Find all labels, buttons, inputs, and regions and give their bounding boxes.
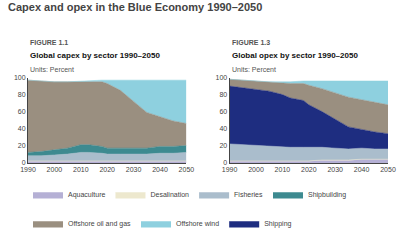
svg-text:80: 80: [18, 91, 26, 98]
svg-text:2030: 2030: [126, 166, 142, 173]
svg-text:2000: 2000: [248, 166, 264, 173]
svg-text:60: 60: [18, 108, 26, 115]
svg-text:2050: 2050: [380, 166, 396, 173]
svg-text:60: 60: [219, 108, 227, 115]
svg-text:2020: 2020: [301, 166, 317, 173]
svg-text:Desalination: Desalination: [150, 191, 189, 198]
svg-text:Shipping: Shipping: [264, 220, 291, 228]
svg-text:Units: Percent: Units: Percent: [232, 66, 276, 73]
svg-text:Global opex by sector 1990–205: Global opex by sector 1990–2050: [232, 51, 358, 60]
svg-text:0: 0: [22, 159, 26, 166]
svg-text:2040: 2040: [152, 166, 168, 173]
svg-text:1990: 1990: [222, 166, 238, 173]
svg-text:Aquaculture: Aquaculture: [68, 191, 105, 199]
svg-text:40: 40: [18, 125, 26, 132]
svg-text:100: 100: [216, 74, 228, 81]
svg-text:Offshore oil and gas: Offshore oil and gas: [68, 220, 131, 228]
svg-text:40: 40: [219, 125, 227, 132]
svg-text:2020: 2020: [99, 166, 115, 173]
svg-text:Offshore wind: Offshore wind: [176, 220, 219, 227]
svg-text:2030: 2030: [327, 166, 343, 173]
svg-text:Capex and opex in the Blue Eco: Capex and opex in the Blue Economy 1990–…: [8, 1, 262, 13]
svg-text:FIGURE 1.1: FIGURE 1.1: [30, 39, 68, 46]
svg-text:2040: 2040: [354, 166, 370, 173]
svg-text:2050: 2050: [179, 166, 195, 173]
svg-text:20: 20: [18, 142, 26, 149]
svg-text:Units: Percent: Units: Percent: [30, 66, 74, 73]
svg-text:Fisheries: Fisheries: [234, 191, 263, 198]
svg-text:FIGURE 1.3: FIGURE 1.3: [232, 39, 270, 46]
svg-text:20: 20: [219, 142, 227, 149]
svg-text:Shipbuilding: Shipbuilding: [308, 191, 346, 199]
svg-text:100: 100: [14, 74, 26, 81]
svg-text:2010: 2010: [275, 166, 291, 173]
svg-text:2010: 2010: [73, 166, 89, 173]
svg-text:80: 80: [219, 91, 227, 98]
svg-text:0: 0: [223, 159, 227, 166]
svg-text:Global capex by sector 1990–20: Global capex by sector 1990–2050: [30, 51, 160, 60]
svg-text:1990: 1990: [20, 166, 36, 173]
svg-text:2000: 2000: [47, 166, 63, 173]
